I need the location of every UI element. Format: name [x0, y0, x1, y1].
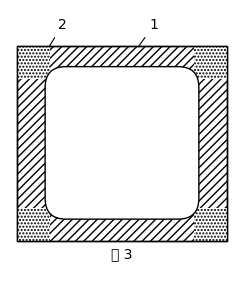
Text: 1: 1	[138, 18, 158, 47]
FancyBboxPatch shape	[45, 67, 199, 219]
Bar	[17, 46, 227, 241]
Bar	[17, 208, 50, 241]
Bar	[17, 46, 50, 79]
Bar	[194, 208, 227, 241]
Bar	[17, 46, 227, 241]
Text: 2: 2	[49, 18, 67, 47]
Bar	[194, 46, 227, 79]
Text: 图 3: 图 3	[111, 247, 133, 261]
